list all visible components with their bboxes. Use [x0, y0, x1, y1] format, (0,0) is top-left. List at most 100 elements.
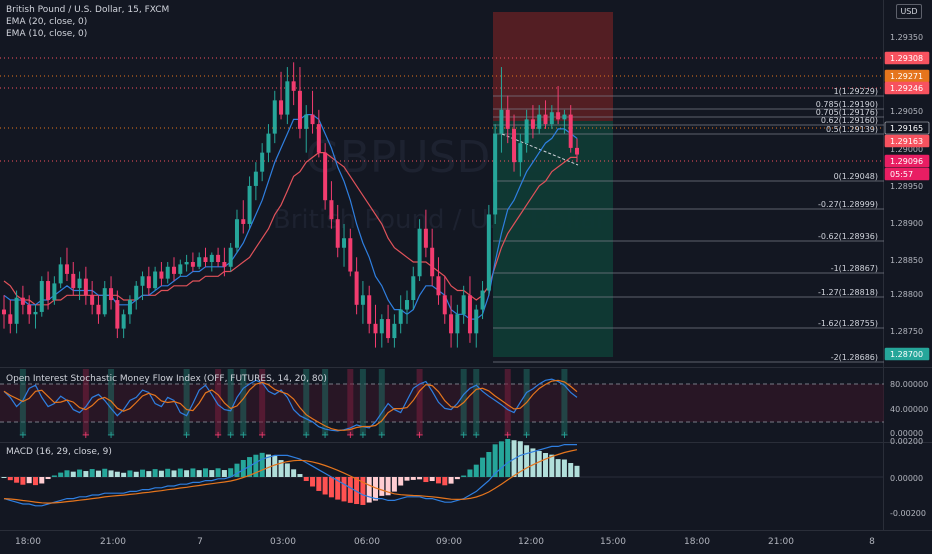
candle-body-6: [39, 281, 44, 312]
candle-body-55: [348, 238, 353, 272]
macd-hist-25: [158, 470, 164, 477]
oi-signal-mark-4: +: [214, 430, 222, 441]
macd-hist-7: [45, 477, 51, 480]
oi-signal-mark-16: +: [504, 430, 512, 441]
candle-body-42: [266, 133, 271, 153]
oi-signal-bar-7: [259, 369, 266, 435]
macd-hist-6: [39, 477, 45, 484]
ema10-legend: EMA (10, close, 0): [6, 29, 88, 39]
oi-tick-2: 0.00000: [890, 429, 923, 438]
price-tick-2: 1.29050: [890, 107, 923, 116]
candle-body-47: [297, 90, 302, 129]
candle-body-80: [505, 109, 510, 129]
fib-label-2: 0.705(1.29176): [816, 108, 878, 117]
macd-hist-49: [310, 477, 316, 487]
candle-body-85: [537, 114, 542, 129]
candle-body-65: [411, 276, 416, 301]
price-tag-label-1: 1.29271: [890, 72, 923, 81]
macd-hist-67: [423, 477, 429, 483]
candle-body-14: [90, 295, 95, 305]
candle-body-45: [285, 81, 290, 115]
macd-hist-53: [335, 477, 341, 500]
time-label-8: 18:00: [684, 537, 710, 547]
macd-hist-3: [20, 477, 26, 485]
macd-tick-0: 0.00200: [890, 437, 923, 446]
candle-body-33: [209, 254, 214, 263]
price-tick-7: 1.28800: [890, 290, 923, 299]
candle-body-70: [442, 295, 447, 315]
candle-body-49: [310, 114, 315, 125]
oi-signal-bar-11: [359, 369, 366, 435]
macd-hist-10: [64, 470, 70, 477]
macd-hist-4: [26, 477, 32, 484]
price-tag-3: 1.29165: [884, 121, 930, 135]
oi-signal-mark-18: +: [560, 430, 568, 441]
time-label-10: 8: [869, 537, 875, 547]
macd-hist-9: [58, 472, 64, 477]
oi-signal-bar-10: [347, 369, 354, 435]
oi-signal-bar-1: [82, 369, 89, 435]
candle-body-4: [27, 304, 32, 315]
currency-button[interactable]: USD: [896, 4, 922, 19]
oi-signal-mark-13: +: [415, 430, 423, 441]
candle-body-0: [2, 309, 6, 315]
candle-body-12: [77, 278, 82, 289]
oi-signal-mark-1: +: [82, 430, 90, 441]
candle-body-27: [172, 266, 177, 274]
fib-label-5: 0(1.29048): [834, 172, 878, 181]
price-tag-label-2: 1.29246: [890, 84, 923, 93]
oi-signal-bar-16: [504, 369, 511, 435]
oi-signal-bar-15: [473, 369, 480, 435]
price-tag-1: 1.29271: [884, 69, 930, 83]
candle-body-84: [530, 119, 535, 129]
candle-body-73: [461, 295, 466, 315]
oi-signal-mark-2: +: [107, 430, 115, 441]
candle-body-61: [386, 319, 391, 339]
candle-body-21: [134, 285, 139, 301]
macd-hist-46: [291, 469, 297, 477]
oi-panel-title: Open Interest Stochastic Money Flow Inde…: [6, 374, 327, 384]
price-tag-6: 05:57: [884, 167, 930, 181]
macd-hist-5: [32, 477, 38, 486]
macd-hist-20: [127, 470, 133, 477]
macd-hist-12: [77, 469, 83, 477]
candle-body-79: [499, 109, 504, 134]
price-tag-label-7: 1.28700: [890, 350, 923, 359]
candle-body-91: [575, 147, 579, 155]
macd-hist-60: [379, 477, 385, 496]
candle-body-25: [159, 271, 164, 279]
macd-hist-51: [322, 477, 328, 495]
oi-line-k: [3, 378, 578, 432]
time-label-1: 21:00: [100, 537, 126, 547]
macd-hist-32: [202, 468, 208, 477]
price-tick-4: 1.28950: [890, 182, 923, 191]
candle-body-78: [493, 133, 498, 215]
candle-body-8: [52, 283, 57, 301]
macd-hist-69: [435, 477, 441, 484]
candle-body-67: [423, 228, 428, 248]
macd-hist-76: [480, 457, 486, 477]
candle-body-52: [329, 200, 334, 220]
symbol-legend: British Pound / U.S. Dollar, 15, FXCM: [6, 5, 170, 15]
candle-body-57: [360, 295, 365, 305]
price-tag-2: 1.29246: [884, 81, 930, 95]
candle-body-51: [323, 152, 328, 201]
macd-hist-61: [385, 477, 391, 496]
macd-hist-65: [410, 477, 416, 480]
candle-body-36: [228, 247, 233, 267]
price-tag-bg-0: [884, 51, 930, 65]
macd-hist-22: [140, 469, 146, 477]
macd-hist-15: [95, 470, 101, 477]
candle-body-56: [354, 271, 359, 305]
macd-hist-75: [473, 464, 479, 477]
macd-hist-62: [391, 477, 397, 492]
candle-body-32: [203, 257, 208, 263]
macd-hist-36: [228, 468, 234, 477]
oi-signal-bar-5: [227, 369, 234, 435]
candle-body-16: [102, 288, 107, 315]
position-trend-line: [501, 133, 579, 166]
macd-hist-16: [102, 468, 108, 477]
